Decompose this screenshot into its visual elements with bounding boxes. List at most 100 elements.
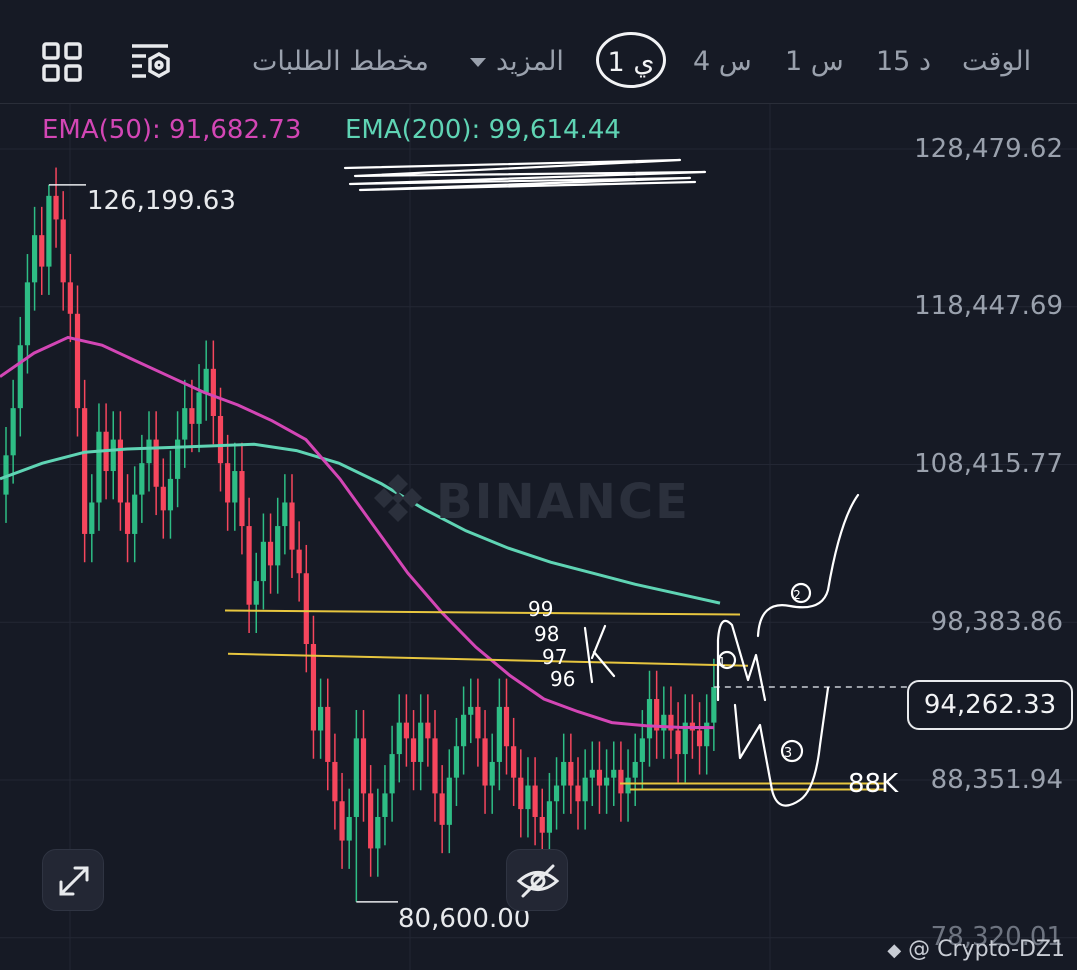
candle-down [596,769,603,786]
candle-up [260,541,266,582]
candle-up [546,801,552,833]
candle-down [210,368,216,417]
candle-down [568,761,574,786]
binance-logo-icon [374,474,422,522]
candle-down [368,793,374,849]
price-axis-label: 78,320.01 [930,922,1063,952]
candle-down [432,738,438,794]
candle-down [325,706,331,762]
candle-down [339,801,345,841]
candle-up [375,816,381,849]
candle-up [396,722,402,755]
scenario-path-3 [733,686,830,807]
more-dropdown[interactable]: المزيد [470,40,564,84]
candle-down [403,722,409,739]
hide-indicators-button[interactable] [506,849,568,911]
ema50-line [0,335,714,730]
grid-layout-icon[interactable] [40,40,84,84]
candle-up [639,738,645,762]
candle-up [346,816,352,841]
indicator-settings-icon[interactable] [128,40,172,84]
scenario-label-3: 3 [784,746,792,761]
candle-up [461,714,467,747]
candle-up [589,769,595,778]
binance-watermark: BINANCE [370,470,690,530]
hide-indicators-icon [516,864,560,898]
price-axis-label: 128,479.62 [914,134,1063,164]
watermark-text: BINANCE [436,474,690,530]
candle-down [289,502,295,550]
candle-up [24,282,31,346]
price-chart[interactable]: 99 98 97 96 88K 1 2 3 [0,104,1077,970]
scenario-marker-2 [790,582,812,604]
resistance-line-96k [227,652,749,667]
fullscreen-icon [59,866,89,896]
chart-grid [0,104,1077,970]
scenario-marker-1 [717,650,737,670]
candle-up [196,392,202,424]
candle-up [711,687,717,723]
candle-up [468,706,474,715]
timeframe-time[interactable]: الوقت [962,46,1032,77]
depth-chart-tab[interactable]: مخطط الطلبات [252,46,429,77]
candlesticks [3,167,717,902]
candle-up [3,455,9,495]
high-low-markers [48,184,398,903]
candle-up [46,195,52,267]
price-axis-label: 98,383.86 [930,607,1063,637]
candle-up [418,722,424,762]
annotation-text: 99 98 97 96 88K 1 2 3 [528,588,899,799]
candle-up [446,777,452,825]
candle-down [310,644,317,731]
candle-up [89,502,95,534]
timeframe-1d[interactable]: 1 ي [596,32,666,88]
candle-up [625,777,631,794]
handwritten-level-96: 96 [550,667,575,691]
candle-up [661,714,667,731]
price-axis-label: 108,415.77 [914,449,1063,479]
candle-up [389,754,395,794]
candle-up [318,706,324,731]
candle-up [139,463,145,495]
candle-down [267,541,274,566]
candle-up [182,408,188,440]
fullscreen-button[interactable] [42,849,104,911]
candle-up [32,235,38,283]
price-axis-label: 118,447.69 [914,291,1063,321]
scenario-label-1: 1 [718,655,726,669]
scenario-path-1 [716,619,767,702]
candle-down [675,730,681,755]
handwritten-level-98: 98 [534,622,559,646]
candle-down [425,722,431,739]
candle-up [96,431,102,503]
candle-up [453,746,460,778]
candle-down [618,769,624,794]
candle-down [360,738,367,794]
handwritten-level-99: 99 [528,597,553,621]
ema200-line [0,442,721,605]
support-note-88k: 88K [848,769,899,799]
candle-up [353,738,359,817]
candle-down [239,471,245,527]
candle-up [489,761,495,786]
candle-down [60,219,66,283]
candle-down [539,816,545,833]
candle-up [275,526,281,566]
candle-down [475,706,481,739]
candle-up [632,761,638,778]
candle-down [160,486,166,511]
candle-up [525,785,531,810]
candle-down [696,730,703,747]
timeframe-1h[interactable]: 1 س [785,46,844,77]
candle-up [382,793,388,817]
timeframe-15m[interactable]: 15 د [876,46,931,77]
candle-down [117,439,123,503]
k-bracket [583,624,616,684]
price-axis-label: 88,351.94 [930,765,1063,795]
candle-up [582,777,588,802]
ema200-legend[interactable]: EMA(200): 99,614.44 [345,115,621,145]
timeframe-4h[interactable]: 4 س [693,46,752,77]
candle-up [553,785,560,802]
ema50-legend[interactable]: EMA(50): 91,682.73 [42,115,302,145]
chart-toolbar: مخطط الطلبات المزيد 1 ي 4 س 1 س 15 د الو… [0,0,1077,104]
